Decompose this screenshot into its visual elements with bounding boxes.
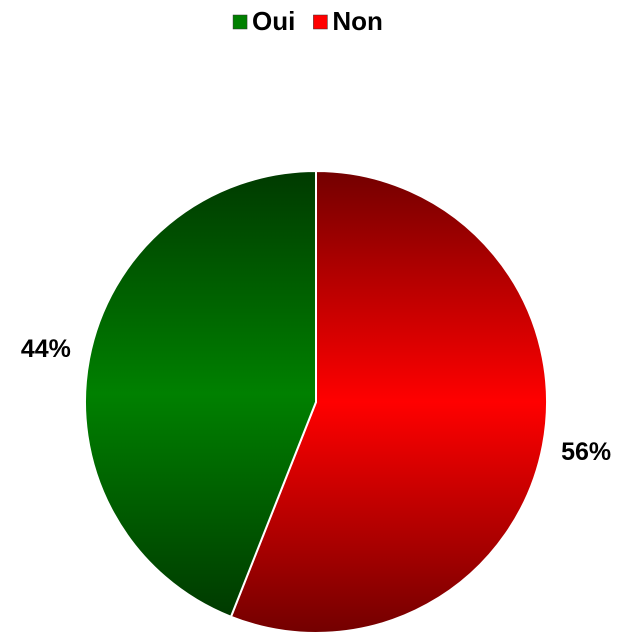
legend-swatch — [313, 14, 328, 30]
data-label: 56% — [561, 438, 611, 466]
legend-label: Non — [332, 6, 383, 36]
pie-slice — [229, 169, 549, 634]
legend: Oui Non — [232, 6, 383, 36]
pie-slice — [84, 169, 317, 619]
legend-swatch — [232, 14, 248, 30]
data-label: 44% — [21, 335, 71, 363]
legend-label: Oui — [252, 6, 295, 36]
